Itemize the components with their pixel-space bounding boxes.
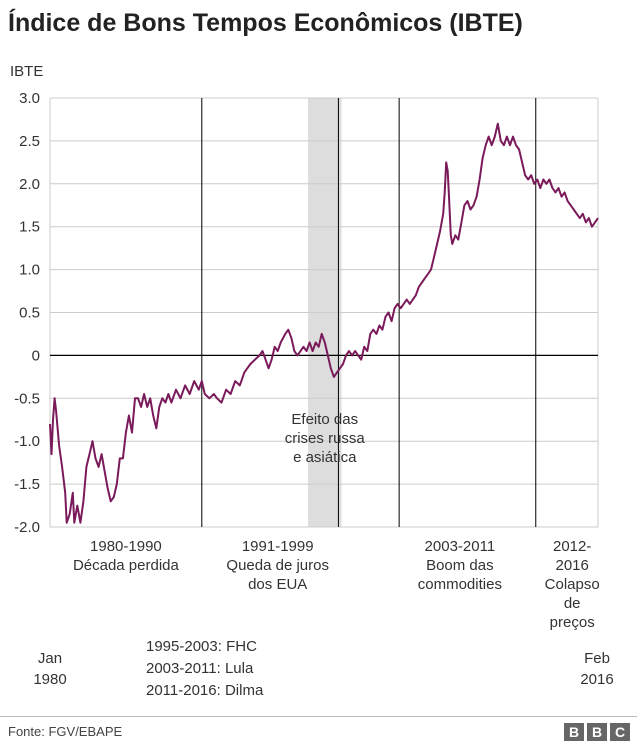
x-end-label: Feb (584, 650, 610, 667)
x-start-label: Jan (38, 650, 62, 667)
y-axis-label: IBTE (10, 63, 43, 80)
chart: 3.0 2.5 2.0 1.5 1.0 0.5 0 -0.5 -1.0 -1.5 -2.0 IBTE E… (10, 63, 614, 688)
period-label: dos EUA (248, 576, 307, 593)
legend-line-fhc: 1995-2003: FHC (146, 638, 257, 655)
period-label: preços (550, 614, 595, 631)
legend-line-dilma: 2011-2016: Dilma (146, 682, 264, 699)
legend-line-lula: 2003-2011: Lula (146, 660, 254, 677)
legend: 1995-2003: FHC 2003-2011: Lula 2011-2016… (146, 636, 263, 702)
y-tick-label: 1.5 (19, 219, 40, 236)
series-line-ibte (49, 122, 599, 524)
y-tick-label: 0.5 (19, 305, 40, 322)
period-label: 2012- (553, 538, 591, 555)
y-tick-label: -0.5 (14, 390, 40, 407)
shaded-region-label: e asiática (293, 449, 357, 466)
y-tick-label: 1.0 (19, 262, 40, 279)
period-label: 2016 (556, 557, 589, 574)
period-label: 2003-2011 (425, 538, 496, 555)
period-label: Queda de juros (226, 557, 329, 574)
y-tick-label: -2.0 (14, 519, 40, 536)
bbc-logo: B B C (564, 723, 630, 741)
source-note: Fonte: FGV/EBAPE (8, 724, 123, 739)
y-tick-label: -1.5 (14, 476, 40, 493)
period-label: 1991-1999 (242, 538, 314, 555)
shaded-region-label: Efeito das (291, 411, 358, 428)
period-label: de (564, 595, 581, 612)
logo-letter: B (564, 723, 584, 741)
shaded-region-label: crises russa (285, 430, 366, 447)
chart-title: Índice de Bons Tempos Econômicos (IBTE) (8, 9, 523, 37)
period-label: Década perdida (73, 557, 180, 574)
y-tick-label: 0 (32, 347, 40, 364)
period-label: Boom das (426, 557, 494, 574)
y-tick-label: 2.0 (19, 176, 40, 193)
x-end-label: 2016 (580, 671, 613, 688)
logo-letter: C (610, 723, 630, 741)
period-label: commodities (418, 576, 502, 593)
period-label: 1980-1990 (90, 538, 162, 555)
logo-letter: B (587, 723, 607, 741)
x-start-label: 1980 (33, 671, 66, 688)
period-label: Colapso (545, 576, 600, 593)
y-tick-label: 2.5 (19, 133, 40, 150)
y-tick-label: 3.0 (19, 90, 40, 107)
footer-divider (0, 716, 637, 717)
y-tick-label: -1.0 (14, 433, 40, 450)
